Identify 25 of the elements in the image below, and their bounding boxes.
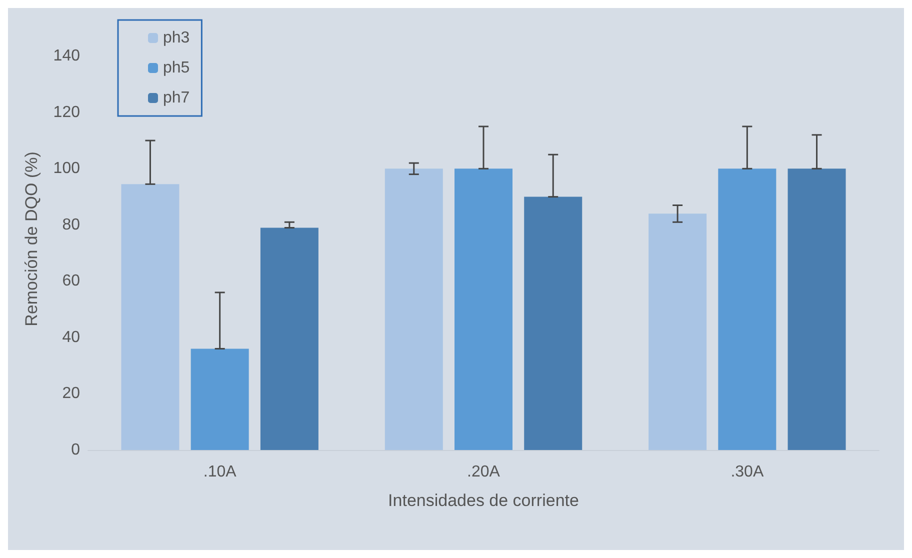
y-axis-title: Remoción de DQO (%) — [22, 152, 41, 326]
y-tick-label: 20 — [62, 385, 80, 402]
y-tick-label: 60 — [62, 272, 80, 290]
y-tick-label: 100 — [53, 160, 80, 178]
bar — [524, 196, 582, 450]
bar — [260, 228, 318, 450]
legend-label: ph5 — [163, 60, 190, 76]
bar — [788, 168, 846, 450]
bar — [121, 184, 180, 450]
legend-label: ph7 — [163, 90, 190, 106]
x-tick-label: .10A — [203, 464, 237, 480]
bar — [190, 348, 249, 450]
bar — [454, 168, 513, 450]
y-tick-label: 120 — [53, 104, 80, 121]
y-tick-label: 140 — [53, 48, 80, 65]
y-tick-label: 80 — [62, 216, 80, 234]
x-tick-label: .30A — [730, 464, 764, 480]
bar — [648, 214, 707, 450]
x-tick-label: .20A — [467, 464, 500, 480]
y-tick-label: 0 — [71, 442, 80, 458]
x-axis-title: Intensidades de corriente — [388, 491, 579, 510]
bar — [718, 168, 776, 450]
y-tick-label: 40 — [62, 328, 80, 346]
legend-label: ph3 — [163, 30, 190, 46]
bar — [384, 168, 443, 450]
